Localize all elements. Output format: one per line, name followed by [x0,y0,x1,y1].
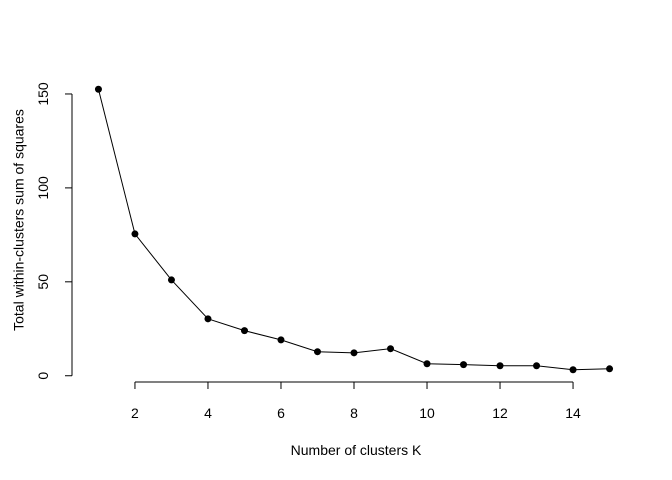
point [131,230,139,238]
x-tick-label: 2 [131,405,139,421]
x-tick-label: 10 [419,405,435,421]
point [204,315,212,323]
y-tick-label: 150 [35,82,51,106]
y-tick-label: 0 [35,372,51,380]
y-tick-label: 100 [35,176,51,200]
point [387,345,395,353]
point [423,360,431,368]
point [350,349,358,357]
point [277,336,285,344]
x-tick-label: 4 [204,405,212,421]
y-tick-label: 50 [35,274,51,290]
y-axis-label: Total within-clusters sum of squares [11,109,27,331]
point [313,348,321,356]
line [97,89,610,371]
point [460,361,468,369]
point [606,365,614,373]
point [496,362,504,370]
point [533,362,541,370]
x-axis-label: Number of clusters K [291,442,422,458]
x-tick-label: 14 [565,405,581,421]
x-tick-label: 8 [350,405,358,421]
x-tick-label: 6 [277,405,285,421]
point [167,276,175,284]
point [569,366,577,374]
point [240,327,248,335]
point [94,85,102,93]
x-tick-label: 12 [492,405,508,421]
